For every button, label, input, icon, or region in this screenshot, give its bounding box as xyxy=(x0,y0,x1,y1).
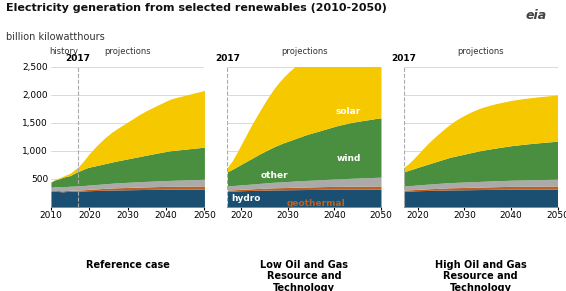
Text: Reference case: Reference case xyxy=(86,260,170,270)
Text: billion kilowatthours: billion kilowatthours xyxy=(6,32,104,42)
Text: hydro: hydro xyxy=(231,194,261,203)
Text: 2017: 2017 xyxy=(392,54,417,63)
Text: wind: wind xyxy=(336,153,361,162)
Text: projections: projections xyxy=(457,47,504,56)
Text: 2017: 2017 xyxy=(215,54,240,63)
Text: eia: eia xyxy=(525,9,546,22)
Text: geothermal: geothermal xyxy=(286,199,345,208)
Text: projections: projections xyxy=(281,47,328,56)
Text: Low Oil and Gas
Resource and
Technology: Low Oil and Gas Resource and Technology xyxy=(260,260,348,291)
Text: Electricity generation from selected renewables (2010-2050): Electricity generation from selected ren… xyxy=(6,3,387,13)
Text: 2017: 2017 xyxy=(65,54,91,63)
Text: solar: solar xyxy=(336,107,361,116)
Text: High Oil and Gas
Resource and
Technology: High Oil and Gas Resource and Technology xyxy=(435,260,526,291)
Text: projections: projections xyxy=(104,47,151,56)
Text: history: history xyxy=(49,47,79,56)
Text: other: other xyxy=(260,171,288,180)
